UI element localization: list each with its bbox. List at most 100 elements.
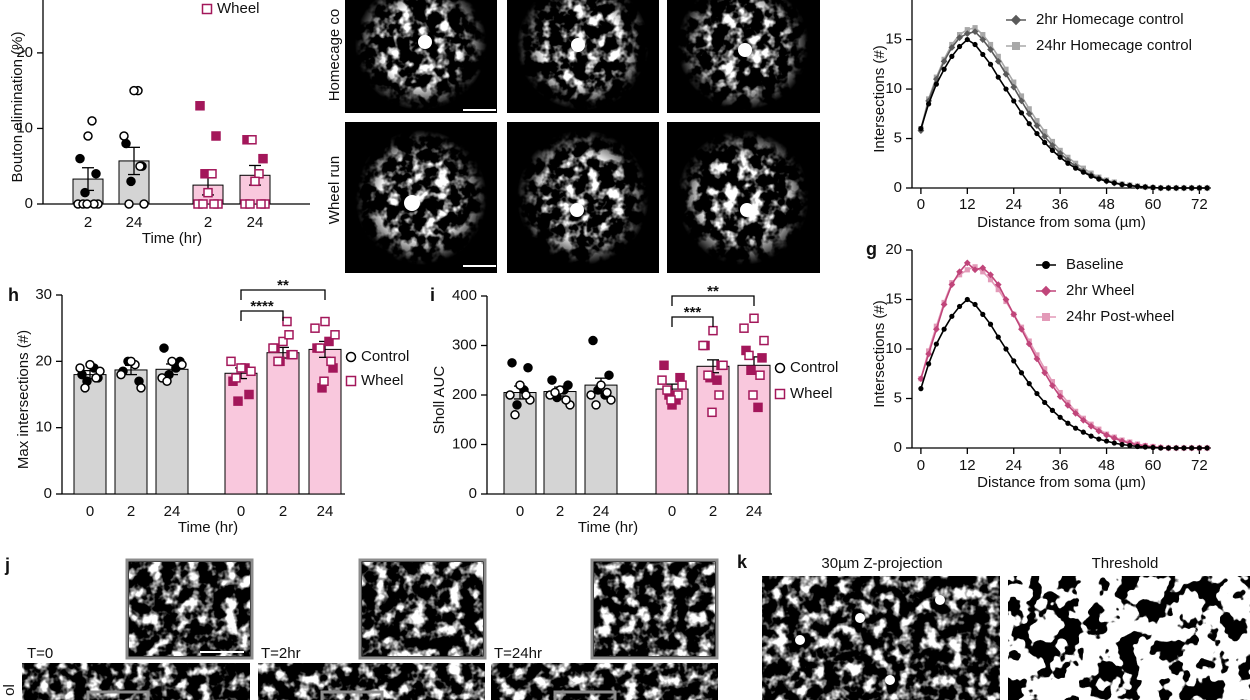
y-tick-label: 5 — [894, 389, 902, 406]
legend-label: 24hr Homecage control — [1036, 37, 1192, 54]
line-marker — [1096, 176, 1102, 182]
y-axis-label: Intersections (#) — [871, 45, 888, 153]
y-tick-label: 0 — [894, 179, 902, 196]
line-marker — [1103, 438, 1110, 444]
line-marker — [1158, 185, 1164, 191]
line-marker — [1025, 110, 1033, 118]
line-marker — [1173, 185, 1179, 191]
panel-title: 30µm Z-projection — [821, 555, 942, 572]
line-marker — [964, 27, 970, 33]
data-point — [116, 369, 126, 380]
data-point — [657, 375, 667, 385]
data-point — [207, 169, 217, 179]
data-point — [273, 356, 283, 367]
inset-texture — [129, 562, 250, 656]
line-marker — [972, 301, 978, 308]
line-marker — [1002, 70, 1010, 78]
microglia-texture — [517, 130, 649, 265]
legend-label: Baseline — [1066, 256, 1124, 273]
data-point — [258, 153, 268, 164]
x-axis-label: Distance from soma (µm) — [977, 474, 1146, 491]
legend-marker — [1012, 42, 1020, 50]
legend-marker — [774, 362, 786, 374]
line-marker — [1018, 325, 1025, 333]
line-marker — [1134, 183, 1141, 190]
data-point — [245, 199, 255, 209]
line-marker — [971, 28, 979, 36]
line-marker — [941, 326, 947, 332]
data-point — [505, 390, 515, 400]
y-tick-label: 0 — [44, 485, 52, 502]
significance-bracket — [240, 289, 326, 300]
significance-bracket — [240, 310, 284, 321]
inset-texture — [362, 562, 483, 656]
line-marker — [1142, 444, 1148, 450]
bar — [737, 364, 771, 495]
data-point — [718, 360, 728, 371]
line-marker — [1150, 444, 1156, 451]
time-label: T=2hr — [261, 645, 301, 662]
data-point — [80, 187, 90, 198]
x-tick-label: 0 — [917, 196, 925, 213]
data-point — [211, 131, 221, 141]
data-point — [95, 366, 105, 377]
line-marker — [964, 36, 970, 43]
data-point — [324, 336, 334, 347]
legend-label: Control — [790, 359, 838, 376]
x-tick-label: 48 — [1098, 457, 1115, 474]
y-tick-label: 10 — [35, 419, 52, 436]
data-point — [659, 360, 669, 371]
line-marker — [1042, 139, 1048, 146]
line-marker — [1042, 366, 1048, 372]
line-marker — [1057, 154, 1063, 160]
line-marker — [1003, 346, 1009, 352]
data-point — [195, 101, 205, 111]
line-marker — [1026, 106, 1032, 112]
x-tick-label: 24 — [164, 503, 181, 520]
line-marker — [1011, 98, 1017, 104]
legend-label: 2hr Homecage control — [1036, 11, 1184, 28]
line-marker — [949, 313, 955, 319]
line-marker — [1088, 433, 1094, 439]
line-marker — [964, 296, 970, 303]
x-tick-label: 24 — [126, 214, 143, 231]
panel-letter: h — [8, 285, 19, 305]
line-marker — [1087, 422, 1095, 430]
x-tick-label: 2 — [204, 214, 212, 231]
line-marker — [926, 101, 932, 107]
line-marker — [1010, 310, 1018, 318]
microglia-texture — [355, 0, 487, 110]
line-marker — [1204, 445, 1210, 451]
legend-label: Wheel — [790, 385, 833, 402]
line-marker — [918, 126, 924, 132]
x-tick-label: 2 — [279, 503, 287, 520]
y-tick-label: 300 — [452, 336, 477, 353]
data-point — [282, 316, 292, 327]
soma — [418, 35, 432, 49]
data-point — [547, 375, 557, 385]
line-marker — [1049, 138, 1056, 145]
line-marker — [995, 53, 1001, 59]
line-marker — [1003, 86, 1009, 92]
time-label: T=0 — [27, 645, 53, 662]
data-point — [126, 176, 136, 187]
line-marker — [1025, 340, 1033, 348]
line-marker — [1057, 414, 1063, 420]
line-marker — [1134, 443, 1141, 450]
series-line — [920, 30, 1208, 189]
soma — [935, 595, 945, 605]
line-marker — [1103, 178, 1110, 184]
soma — [740, 203, 754, 217]
line-marker — [980, 32, 986, 38]
line-marker — [1041, 133, 1049, 140]
line-marker — [1189, 185, 1195, 191]
significance-label: *** — [684, 304, 702, 321]
data-point — [91, 373, 101, 383]
line-marker — [1127, 182, 1133, 189]
line-marker — [940, 57, 948, 65]
data-point — [698, 340, 708, 351]
panel-title: Threshold — [1092, 555, 1159, 572]
data-point — [596, 380, 606, 390]
data-point — [708, 325, 718, 336]
